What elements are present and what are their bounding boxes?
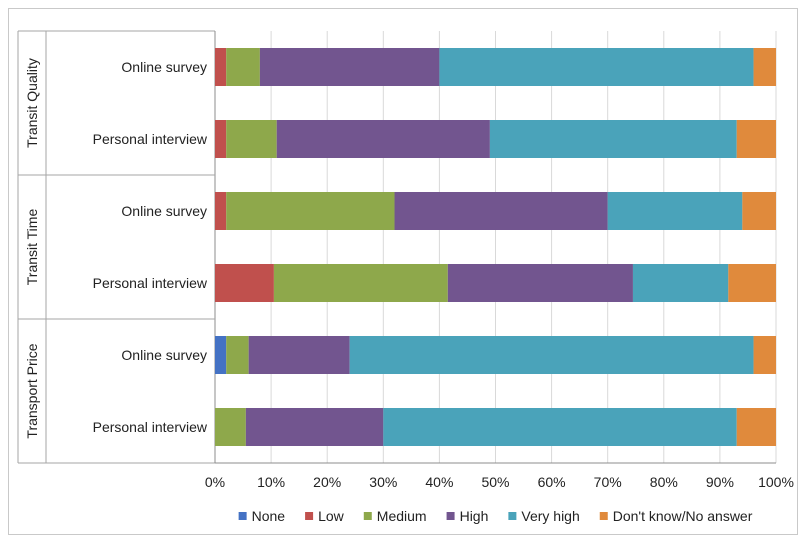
chart-frame: Transit Quality Online survey Personal int… (8, 8, 798, 535)
bar-segment (226, 336, 249, 374)
x-tick-label: 50% (481, 474, 509, 490)
legend-swatch (446, 512, 455, 520)
x-tick-label: 100% (758, 474, 794, 490)
legend-label: None (252, 508, 286, 524)
bar-segment (215, 120, 227, 158)
bar-segment (226, 48, 260, 86)
legend-label: Low (318, 508, 345, 524)
bar-segment (736, 408, 776, 446)
stacked-bar-chart: Transit Quality Online survey Personal int… (17, 30, 794, 524)
row-label: Personal interview (93, 419, 208, 435)
bar-segment (276, 120, 490, 158)
bar-segment (226, 120, 277, 158)
x-tick-label: 60% (538, 474, 566, 490)
group-label: Transit Quality (24, 58, 40, 148)
bar-segment (215, 408, 246, 446)
bar-segment (607, 192, 743, 230)
bar-segment (753, 48, 776, 86)
bar-segment (736, 120, 776, 158)
bar-segment (215, 48, 227, 86)
x-tick-label: 10% (257, 474, 285, 490)
bar-segment (248, 336, 350, 374)
legend-swatch (599, 512, 608, 520)
bar-segment (215, 336, 227, 374)
legend-swatch (508, 512, 517, 520)
legend-label: Medium (377, 508, 427, 524)
row-label: Personal interview (93, 131, 208, 147)
bar-segment (245, 408, 384, 446)
x-tick-label: 90% (706, 474, 734, 490)
row-label: Online survey (121, 59, 207, 75)
bar-segment (632, 264, 729, 302)
row-label: Online survey (121, 347, 207, 363)
bar-segment (383, 408, 737, 446)
bar-segment (273, 264, 448, 302)
legend-swatch (305, 512, 314, 520)
bar-segment (215, 264, 274, 302)
group-label: Transit Time (24, 209, 40, 286)
x-tick-label: 20% (313, 474, 341, 490)
bar-segment (394, 192, 608, 230)
legend-label: High (460, 508, 489, 524)
bar-segment (259, 48, 440, 86)
bar-segment (439, 48, 754, 86)
bar-segment (226, 192, 395, 230)
row-label: Personal interview (93, 275, 208, 291)
legend-label: Don't know/No answer (613, 508, 753, 524)
x-tick-label: 0% (205, 474, 225, 490)
x-tick-label: 40% (425, 474, 453, 490)
legend-label: Very high (521, 508, 579, 524)
bar-segment (447, 264, 633, 302)
group-label: Transport Price (24, 343, 40, 438)
x-tick-label: 70% (594, 474, 622, 490)
x-tick-label: 80% (650, 474, 678, 490)
x-tick-label: 30% (369, 474, 397, 490)
legend-swatch (363, 512, 372, 520)
bar-segment (489, 120, 737, 158)
legend-swatch (238, 512, 247, 520)
bar-segment (753, 336, 776, 374)
bar-segment (742, 192, 776, 230)
bar-segment (728, 264, 776, 302)
bar-segment (349, 336, 754, 374)
bar-segment (215, 192, 227, 230)
row-label: Online survey (121, 203, 207, 219)
